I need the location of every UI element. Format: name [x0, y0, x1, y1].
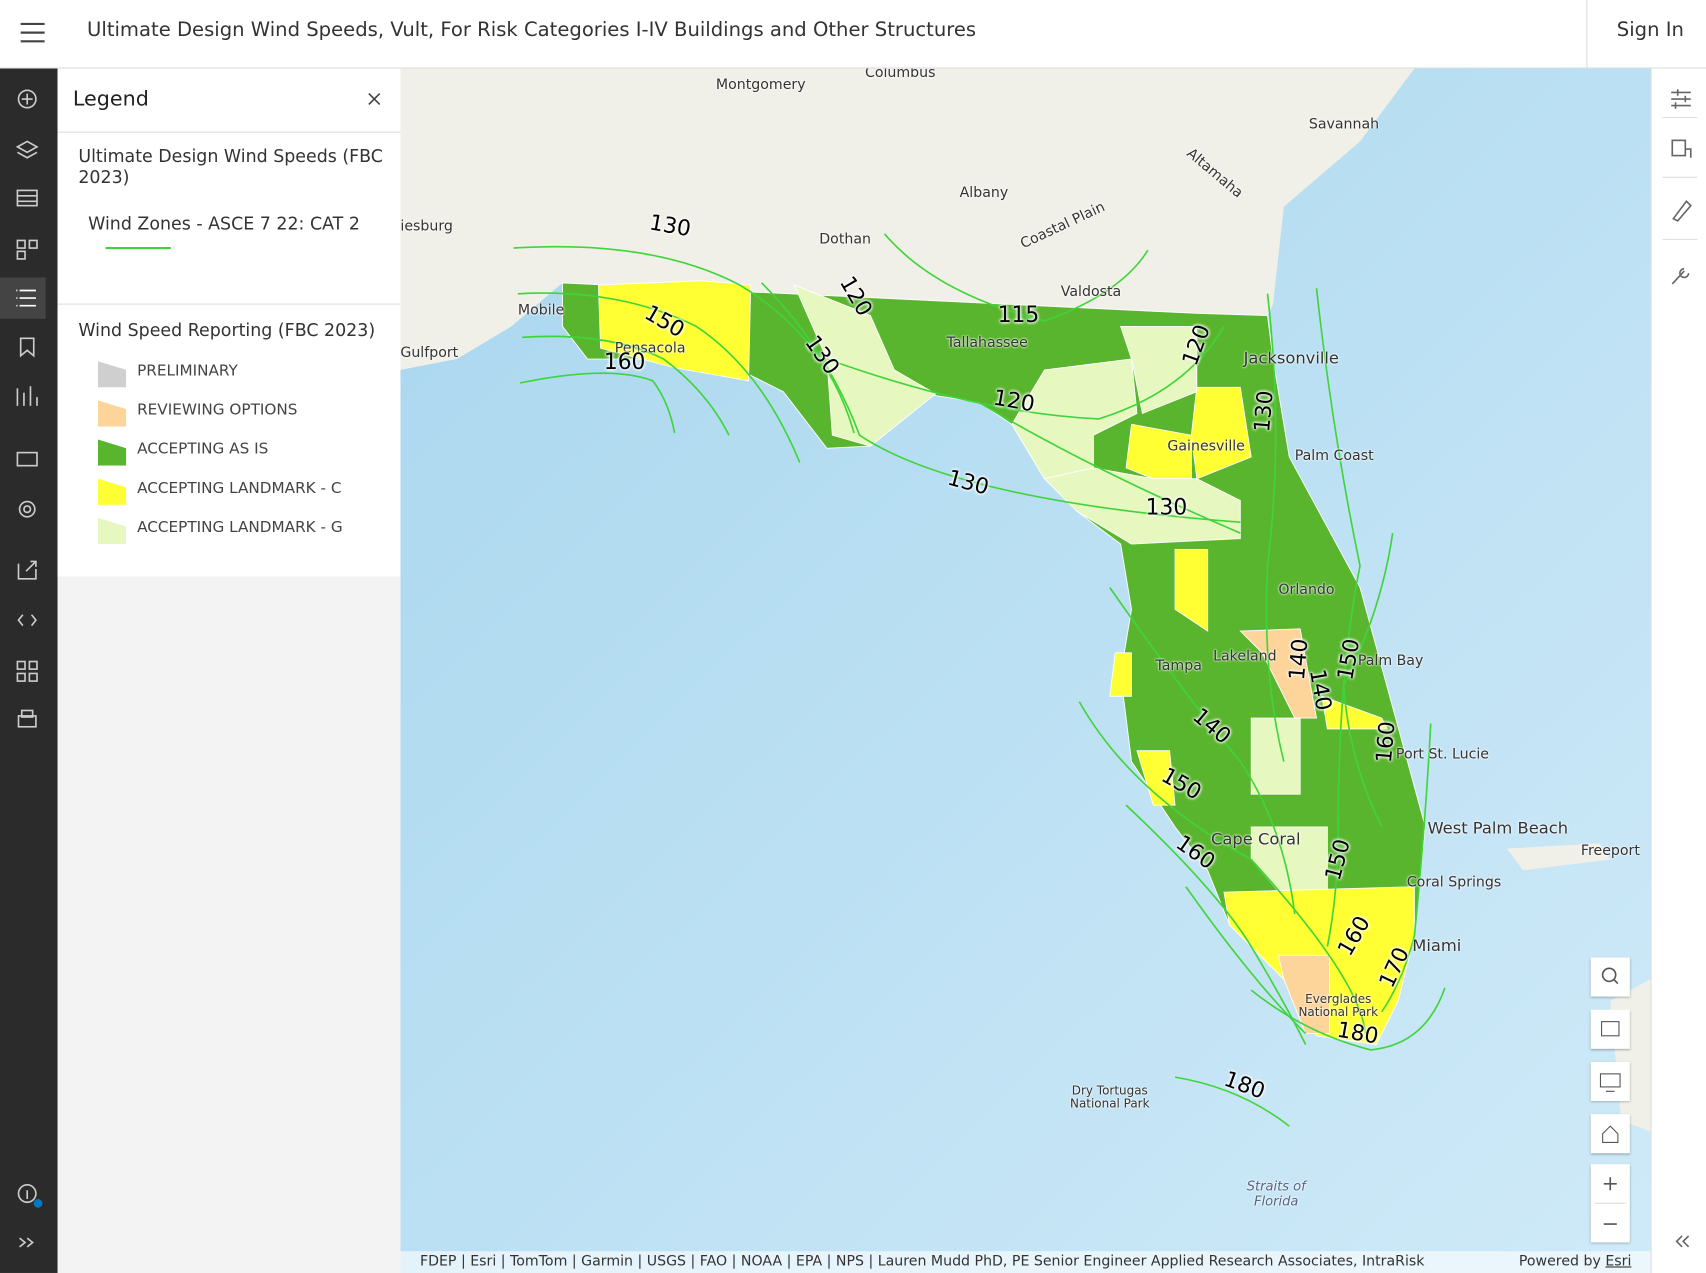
legend-title: Legend: [72, 87, 149, 111]
contour-label: 170: [1373, 942, 1415, 992]
sign-in[interactable]: Sign In: [1616, 18, 1684, 42]
place-label: Freeport: [1580, 843, 1640, 860]
place-label: Tallahassee: [946, 335, 1028, 352]
legend-swatch: [97, 439, 127, 466]
contour-label: 115: [997, 301, 1040, 328]
contour-label: 130: [800, 330, 846, 380]
place-label: Altamaha: [1183, 145, 1246, 202]
legend-label: ACCEPTING AS IS: [137, 440, 269, 459]
place-label: Port St. Lucie: [1395, 746, 1489, 763]
contour-label: 180: [1220, 1065, 1269, 1105]
place-label: Savannah: [1308, 116, 1380, 133]
legend-panel: Legend Ultimate Design Wind Speeds (FBC …: [57, 68, 401, 1273]
contour-label: 150: [1331, 636, 1365, 683]
place-label: Pensacola: [614, 340, 686, 357]
place-label: Dry Tortugas National Park: [1069, 1083, 1150, 1111]
contour-label: 150: [1319, 836, 1356, 883]
map-canvas: [400, 68, 1651, 1273]
contour-label: 150: [640, 299, 690, 343]
map[interactable]: Montgomery Columbus Savannah Albany Dothan Co…: [400, 68, 1651, 1273]
legend-swatch: [97, 517, 127, 545]
place-label: Palm Coast: [1294, 448, 1374, 465]
place-label: Tampa: [1155, 658, 1202, 675]
sidebar: [0, 68, 58, 1273]
place-label: Dothan: [819, 231, 871, 249]
contour-label: 160: [1331, 911, 1376, 961]
place-label: Montgomery: [715, 77, 806, 94]
right-toolbar: [1650, 68, 1706, 1273]
place-label: Miami: [1412, 935, 1462, 956]
place-label: Albany: [959, 184, 1009, 202]
legend-label: PRELIMINARY: [137, 362, 238, 380]
close-button[interactable]: [367, 91, 382, 106]
powered-by-text: Powered by: [1518, 1253, 1601, 1270]
contour-label: 160: [603, 348, 646, 375]
place-label: Columbus: [864, 68, 936, 82]
contour-label: 130: [1248, 389, 1279, 434]
sublayer-title: Wind Zones - ASCE 7 22: CAT 2: [88, 213, 360, 234]
basemap-button[interactable]: [1590, 1009, 1630, 1049]
place-label: Lakeland: [1213, 648, 1277, 665]
place-label: Palm Bay: [1357, 652, 1424, 670]
contour-label: 160: [1370, 720, 1400, 764]
place-label: Everglades National Park: [1298, 992, 1379, 1020]
map-labels: Montgomery Columbus Savannah Albany Dothan Co…: [400, 69, 1650, 1273]
place-label: Mobile: [517, 302, 565, 319]
toolbar-icons: [1662, 89, 1698, 1248]
legend-content: Legend Ultimate Design Wind Speeds (FBC …: [57, 68, 401, 577]
place-label: iesburg: [400, 218, 453, 236]
zoom-buttons[interactable]: [1590, 1164, 1630, 1243]
powered-by: Powered by Esri: [1519, 1253, 1632, 1269]
place-label: Cape Coral: [1210, 829, 1301, 849]
contour-label: 120: [1176, 320, 1216, 369]
place-label: Coastal Plain: [1018, 199, 1108, 253]
fullscreen-button[interactable]: [1590, 1061, 1630, 1102]
sidebar-icons: [0, 89, 46, 1248]
attribution: FDEP | Esri | TomTom | Garmin | USGS | F…: [419, 1253, 1425, 1270]
line-swatch: [105, 246, 171, 250]
place-label: Gulfport: [400, 344, 459, 362]
legend-swatch: [97, 400, 127, 427]
legend-label: REVIEWING OPTIONS: [137, 401, 298, 419]
legend-label: ACCEPTING LANDMARK - C: [137, 479, 342, 498]
contour-label: 150: [1157, 761, 1207, 806]
app-title: Ultimate Design Wind Speeds, Vult, For R…: [87, 18, 977, 42]
legend-swatch: [97, 361, 127, 388]
contour-label: 180: [1335, 1016, 1381, 1049]
place-label: Coral Springs: [1406, 874, 1502, 892]
esri-link[interactable]: Esri: [1605, 1253, 1632, 1270]
place-label: Jacksonville: [1243, 348, 1339, 368]
contour-label: 140: [1187, 702, 1237, 750]
contour-label: 120: [834, 271, 879, 321]
menu-button[interactable]: [20, 22, 46, 44]
legend-swatch: [97, 478, 127, 505]
layer-title: Wind Speed Reporting (FBC 2023): [78, 319, 376, 341]
place-label: Orlando: [1278, 582, 1335, 599]
contour-label: 130: [944, 464, 992, 500]
place-label: Gainesville: [1167, 438, 1245, 455]
place-label: West Palm Beach: [1427, 818, 1569, 838]
contour-label: 120: [991, 383, 1037, 417]
place-label: Straits of Florida: [1246, 1178, 1306, 1209]
home-button[interactable]: [1590, 1114, 1630, 1154]
search-button[interactable]: [1590, 957, 1630, 997]
legend-label: ACCEPTING LANDMARK - G: [137, 518, 343, 537]
header: Ultimate Design Wind Speeds, Vult, For R…: [0, 0, 1706, 69]
contour-label: 130: [1145, 493, 1188, 521]
contour-label: 130: [647, 208, 694, 242]
layer-title: Ultimate Design Wind Speeds (FBC 2023): [78, 145, 383, 188]
place-label: Valdosta: [1060, 283, 1122, 301]
